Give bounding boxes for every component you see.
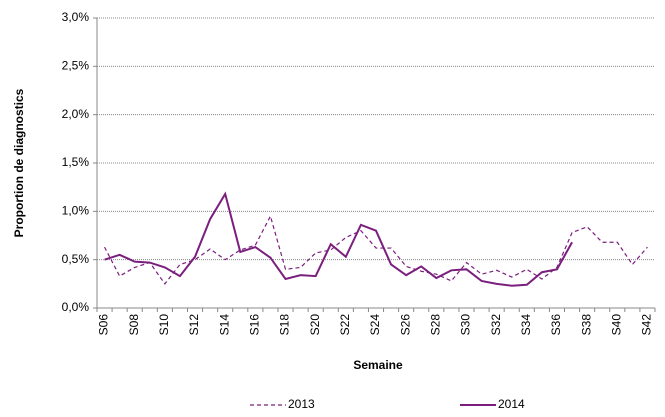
y-tick-label: 0,0% bbox=[62, 300, 90, 314]
x-tick-label: S20 bbox=[308, 314, 322, 336]
x-tick-label: S12 bbox=[187, 314, 201, 336]
x-tick-label: S38 bbox=[579, 314, 593, 336]
x-tick-label: S16 bbox=[248, 314, 262, 336]
x-tick-label: S08 bbox=[127, 314, 141, 336]
x-tick-label: S22 bbox=[338, 314, 352, 336]
y-tick-label: 0,5% bbox=[62, 252, 90, 266]
x-tick-label: S34 bbox=[519, 314, 533, 336]
x-tick-label: S32 bbox=[489, 314, 503, 336]
legend-label: 2013 bbox=[288, 397, 315, 411]
x-tick-label: S28 bbox=[428, 314, 442, 336]
x-tick-label: S10 bbox=[157, 314, 171, 336]
y-axis-title: Proportion de diagnostics bbox=[12, 88, 26, 237]
legend-label: 2014 bbox=[498, 397, 525, 411]
y-tick-label: 1,5% bbox=[62, 155, 90, 169]
x-tick-label: S24 bbox=[368, 314, 382, 336]
x-tick-label: S26 bbox=[398, 314, 412, 336]
x-axis-title: Semaine bbox=[353, 358, 403, 372]
x-tick-label: S30 bbox=[459, 314, 473, 336]
y-tick-label: 2,0% bbox=[62, 107, 90, 121]
x-tick-label: S18 bbox=[278, 314, 292, 336]
x-tick-label: S36 bbox=[549, 314, 563, 336]
y-tick-label: 2,5% bbox=[62, 59, 90, 73]
y-tick-label: 3,0% bbox=[62, 10, 90, 24]
series-line bbox=[104, 214, 648, 285]
y-tick-label: 1,0% bbox=[62, 204, 90, 218]
x-tick-label: S42 bbox=[640, 314, 654, 336]
x-tick-label: S40 bbox=[609, 314, 623, 336]
x-tick-label: S14 bbox=[217, 314, 231, 336]
series-line bbox=[104, 191, 573, 287]
x-tick-label: S06 bbox=[97, 314, 111, 336]
